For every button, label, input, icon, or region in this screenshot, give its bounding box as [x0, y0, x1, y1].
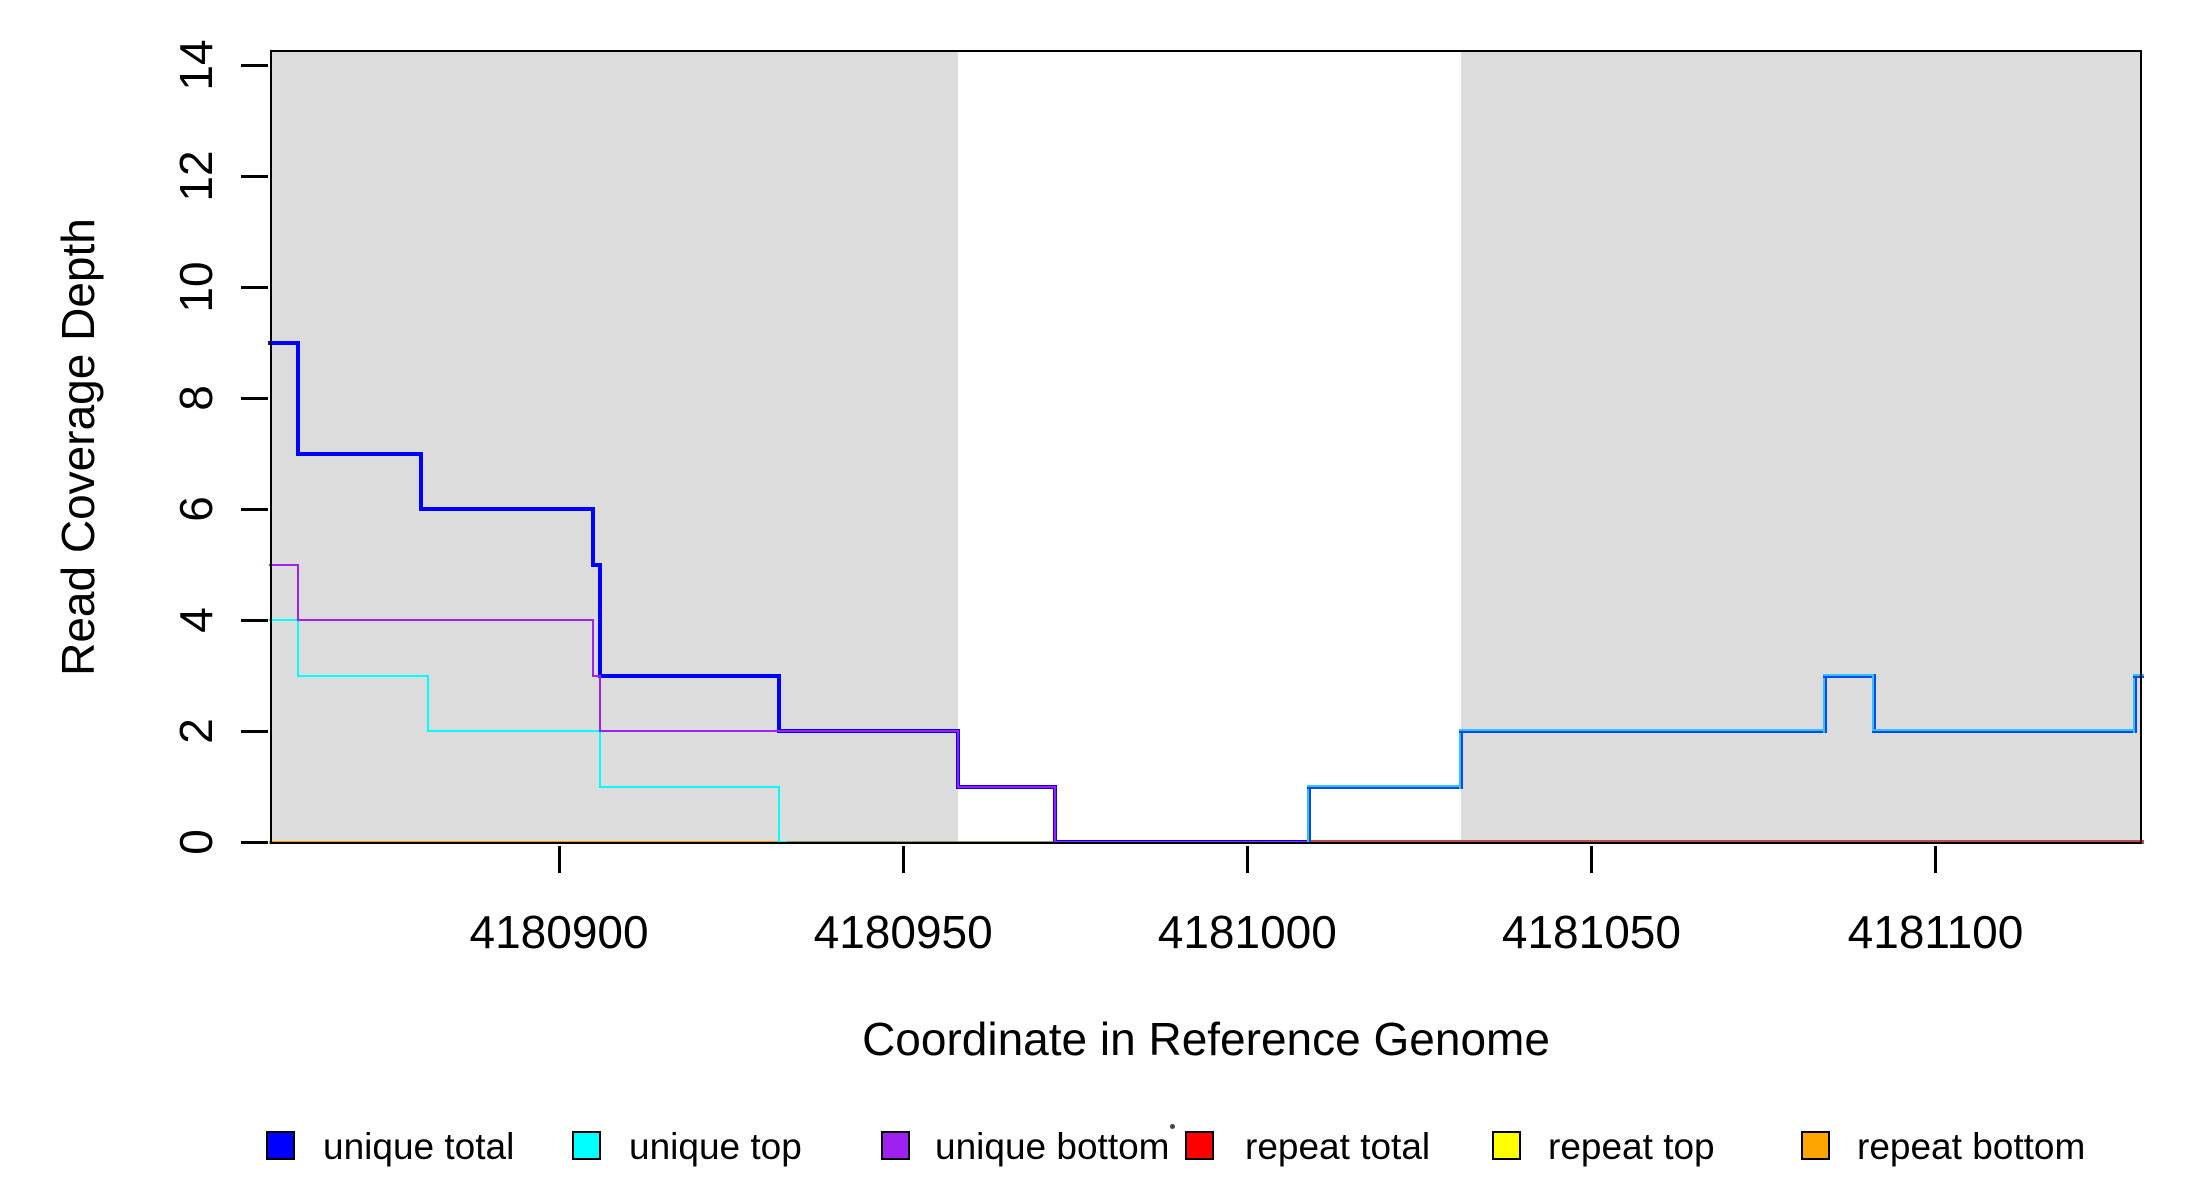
line-segment — [1871, 673, 1876, 733]
y-tick-label: 14 — [170, 39, 222, 91]
plot-border — [270, 50, 2142, 844]
line-segment — [2133, 673, 2144, 678]
line-segment — [598, 562, 603, 678]
x-tick — [901, 846, 905, 873]
legend-swatch-repeat-bottom — [1801, 1131, 1830, 1160]
line-segment — [269, 619, 299, 621]
y-tick — [241, 729, 268, 733]
line-segment — [1823, 673, 1828, 733]
plot-area — [268, 50, 2144, 844]
legend-label-repeat-total: repeat total — [1245, 1126, 1431, 1167]
y-tick — [241, 396, 268, 400]
line-segment — [599, 730, 960, 732]
y-tick-label: 0 — [170, 829, 222, 855]
x-tick-label: 4180950 — [813, 906, 993, 958]
line-segment — [419, 507, 596, 511]
legend-title-dot — [1170, 1124, 1175, 1129]
line-segment — [592, 674, 602, 677]
line-segment — [599, 785, 781, 788]
y-tick — [241, 618, 268, 622]
y-tick — [241, 840, 268, 844]
shaded-region-1 — [270, 50, 959, 844]
line-segment — [1307, 784, 1463, 789]
line-segment — [599, 730, 602, 788]
legend-swatch-unique-total — [266, 1131, 295, 1160]
line-segment — [1458, 729, 1828, 733]
line-segment — [419, 451, 424, 511]
line-segment — [592, 619, 595, 677]
line-segment — [1823, 673, 1876, 678]
line-segment — [1053, 785, 1056, 843]
y-tick — [241, 507, 268, 511]
y-tick-label: 12 — [170, 150, 222, 202]
legend-swatch-repeat-total — [1185, 1131, 1214, 1160]
y-tick-label: 4 — [170, 607, 222, 633]
line-segment — [295, 451, 424, 456]
y-tick-label: 8 — [170, 385, 222, 411]
y-tick — [241, 285, 268, 289]
line-segment — [296, 563, 299, 621]
line-segment — [427, 730, 602, 732]
x-tick — [1934, 846, 1938, 873]
legend-swatch-unique-bottom — [881, 1131, 910, 1160]
legend-label-unique-top: unique top — [629, 1126, 802, 1167]
legend-swatch-repeat-top — [1492, 1131, 1521, 1160]
line-segment — [268, 340, 300, 345]
line-segment — [1307, 784, 1312, 844]
line-segment — [778, 785, 781, 843]
line-segment — [599, 674, 602, 732]
shaded-region-2 — [1460, 50, 2142, 844]
line-segment — [295, 340, 300, 456]
y-tick — [241, 174, 268, 178]
line-segment — [957, 730, 960, 788]
legend-swatch-unique-top — [572, 1131, 601, 1160]
line-segment — [591, 562, 603, 567]
line-segment — [957, 785, 1056, 788]
y-axis-title: Read Coverage Depth — [52, 218, 104, 676]
line-segment — [777, 673, 782, 733]
x-tick-label: 4181100 — [1847, 906, 2024, 958]
x-tick-label: 4181000 — [1157, 906, 1337, 958]
legend-label-unique-bottom: unique bottom — [935, 1126, 1170, 1167]
y-tick-label: 6 — [170, 496, 222, 522]
x-tick — [1589, 846, 1593, 873]
y-tick — [241, 63, 268, 67]
line-segment — [269, 563, 299, 566]
line-segment — [598, 673, 782, 678]
legend-label-repeat-top: repeat top — [1548, 1126, 1715, 1167]
line-segment — [2133, 673, 2138, 733]
x-axis-title: Coordinate in Reference Genome — [862, 1013, 1550, 1065]
line-segment — [591, 507, 596, 567]
y-tick-label: 10 — [170, 261, 222, 313]
legend-label-unique-total: unique total — [323, 1126, 515, 1167]
line-segment — [296, 674, 430, 677]
y-tick-label: 2 — [170, 718, 222, 744]
line-segment — [296, 619, 595, 621]
x-tick — [1245, 846, 1249, 873]
x-tick-label: 4181050 — [1501, 906, 1681, 958]
line-segment — [427, 674, 430, 732]
legend-label-repeat-bottom: repeat bottom — [1857, 1126, 2086, 1167]
line-segment — [296, 619, 299, 677]
x-tick — [557, 846, 561, 873]
x-tick-label: 4180900 — [469, 906, 649, 958]
line-segment — [1871, 729, 2138, 733]
line-segment — [1458, 729, 1463, 789]
